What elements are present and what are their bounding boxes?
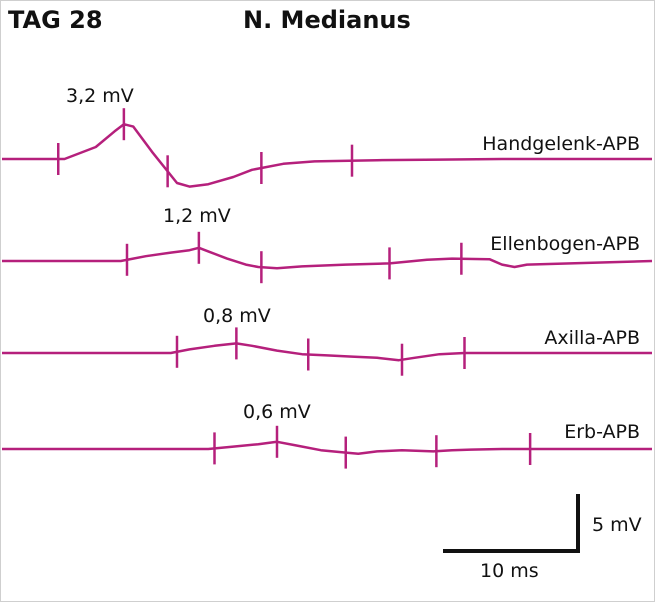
scale-amplitude-label: 5 mV <box>592 514 642 536</box>
trace-line <box>2 246 653 270</box>
trace-name-label: Handgelenk-APB <box>482 133 640 155</box>
trace-line <box>2 440 652 456</box>
trace-name-label: Ellenbogen-APB <box>490 233 640 255</box>
trace-line <box>2 122 652 188</box>
scale-time-label: 10 ms <box>480 560 539 582</box>
day-label: TAG 28 <box>8 6 103 34</box>
amplitude-label: 0,6 mV <box>243 401 311 423</box>
amplitude-label: 1,2 mV <box>163 205 231 227</box>
amplitude-label: 3,2 mV <box>66 85 134 107</box>
amplitude-label: 0,8 mV <box>203 305 271 327</box>
trace-name-label: Axilla-APB <box>544 327 640 349</box>
chart-title: N. Medianus <box>243 6 411 34</box>
trace-line <box>2 342 652 362</box>
trace-name-label: Erb-APB <box>564 421 640 443</box>
